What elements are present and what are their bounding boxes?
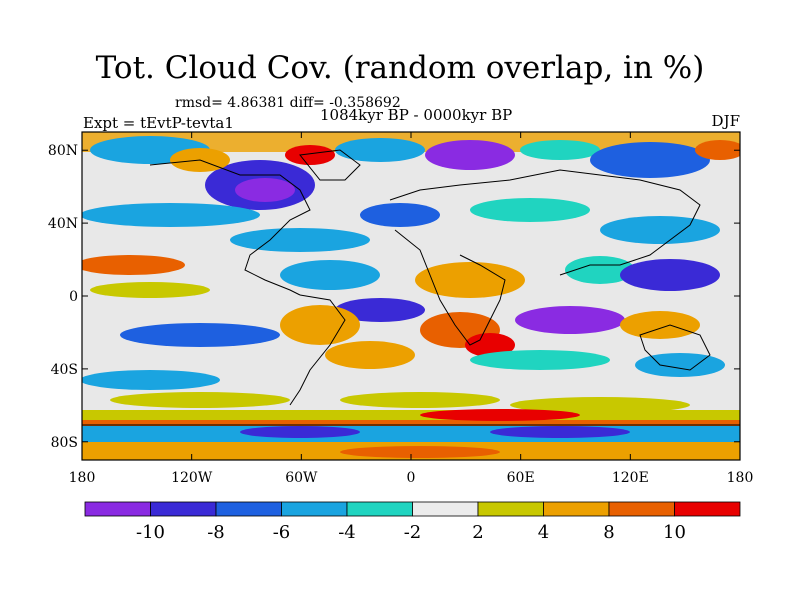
colorbar-swatch xyxy=(215,501,282,517)
colorbar-label: -6 xyxy=(273,522,291,543)
colorbar-label: 4 xyxy=(538,522,549,543)
period-label: 1084kyr BP - 0000kyr BP xyxy=(320,106,513,124)
colorbar: -10 -8 -6 -4 -2 2 4 8 10 xyxy=(84,501,741,543)
lon-label: 180 xyxy=(69,470,96,486)
plot-area xyxy=(81,131,741,461)
lat-label: 40S xyxy=(51,362,78,378)
lon-label: 180 xyxy=(727,470,754,486)
lat-label: 80N xyxy=(48,143,78,159)
statistics-label: rmsd= 4.86381 diff= -0.358692 xyxy=(175,95,401,111)
colorbar-swatch xyxy=(477,501,544,517)
colorbar-label: 8 xyxy=(603,522,614,543)
lat-label: 0 xyxy=(69,289,78,305)
lon-label: 60W xyxy=(285,470,318,486)
longitude-axis: 180 120W 60W 0 60E 120E 180 xyxy=(69,132,754,486)
colorbar-swatch xyxy=(84,501,151,517)
lat-label: 80S xyxy=(51,435,78,451)
lon-label: 120W xyxy=(171,470,213,486)
colorbar-label: 2 xyxy=(472,522,483,543)
colorbar-label: -8 xyxy=(207,522,225,543)
colorbar-label: -4 xyxy=(338,522,356,543)
latitude-axis: 80N 40N 0 40S 80S xyxy=(48,143,740,451)
season-label: DJF xyxy=(711,112,740,130)
colorbar-swatch xyxy=(412,501,479,517)
colorbar-swatch xyxy=(281,501,348,517)
colorbar-label: -10 xyxy=(136,522,165,543)
colorbar-swatch xyxy=(543,501,610,517)
lon-label: 0 xyxy=(407,470,416,486)
colorbar-swatch xyxy=(346,501,413,517)
map-title: Tot. Cloud Cov. (random overlap, in %) xyxy=(95,50,705,86)
lon-label: 120E xyxy=(612,470,649,486)
colorbar-label: 10 xyxy=(663,522,686,543)
colorbar-swatch xyxy=(608,501,675,517)
colorbar-swatch xyxy=(150,501,217,517)
experiment-label: Expt = tEvtP-tevta1 xyxy=(83,114,234,132)
lon-label: 60E xyxy=(507,470,535,486)
anomaly-field xyxy=(82,132,740,460)
colorbar-label: -2 xyxy=(404,522,422,543)
coastlines xyxy=(82,149,740,426)
lat-label: 40N xyxy=(48,216,78,232)
colorbar-swatch xyxy=(674,501,741,517)
